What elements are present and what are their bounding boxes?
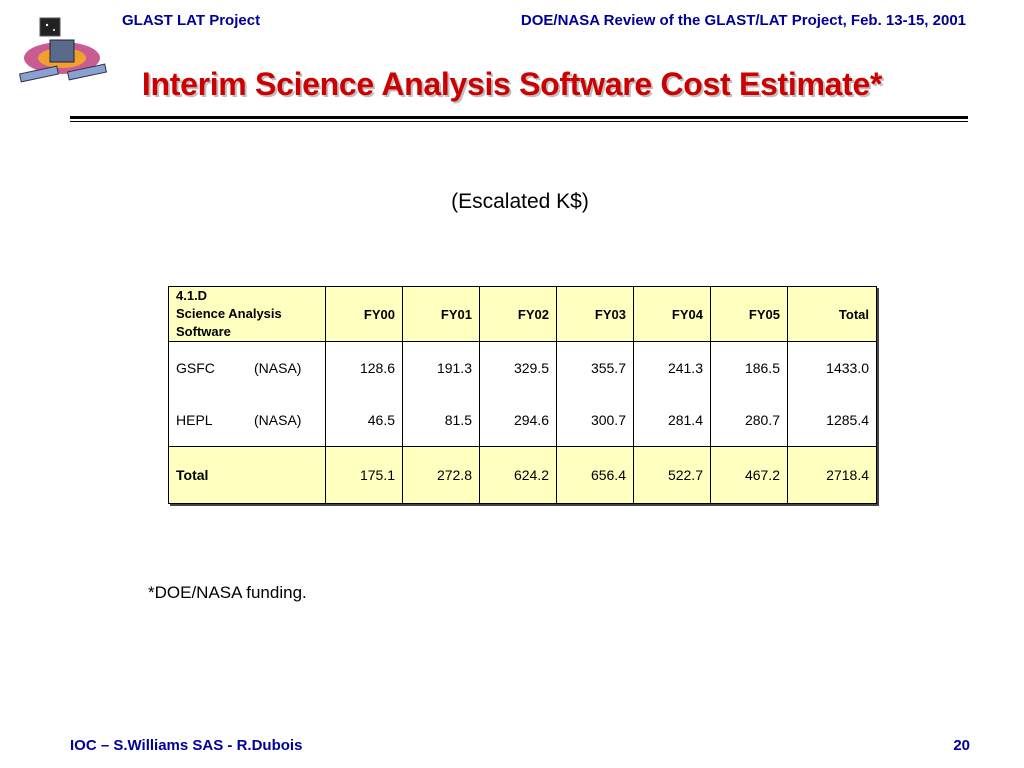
footer-presenters: IOC – S.Williams SAS - R.Dubois — [70, 737, 303, 754]
table-row: GSFC (NASA) 128.6 191.3 329.5 355.7 241.3… — [168, 341, 877, 394]
page-title: Interim Science Analysis Software Cost E… — [141, 66, 883, 102]
table-cell: 128.6 — [325, 341, 403, 394]
total-cell: 522.7 — [633, 446, 711, 504]
table-cell: 1285.4 — [787, 394, 877, 447]
total-cell: 272.8 — [402, 446, 480, 504]
column-header: FY04 — [633, 286, 711, 342]
funding-footnote: *DOE/NASA funding. — [148, 583, 307, 602]
funding-agency: (NASA) — [254, 360, 302, 376]
wbs-label-line: Science Analysis — [176, 306, 282, 321]
institution-name: GSFC — [176, 360, 215, 376]
table-row: HEPL (NASA) 46.5 81.5 294.6 300.7 281.4 2… — [168, 394, 877, 447]
institution-name: HEPL — [176, 412, 213, 428]
column-header: FY01 — [402, 286, 480, 342]
wbs-label-line: Software — [176, 324, 231, 339]
project-name: GLAST LAT Project — [122, 12, 261, 29]
table-cell: 294.6 — [479, 394, 557, 447]
column-header: FY05 — [710, 286, 788, 342]
units-subtitle: (Escalated K$) — [451, 190, 589, 213]
column-header: FY02 — [479, 286, 557, 342]
table-cell: 300.7 — [556, 394, 634, 447]
column-header: FY00 — [325, 286, 403, 342]
row-label: HEPL (NASA) — [168, 394, 326, 447]
total-row: Total 175.1 272.8 624.2 656.4 522.7 467.… — [168, 446, 877, 504]
table-cell: 355.7 — [556, 341, 634, 394]
table-cell: 186.5 — [710, 341, 788, 394]
column-header: FY03 — [556, 286, 634, 342]
total-cell: 624.2 — [479, 446, 557, 504]
column-header: Total — [787, 286, 877, 342]
table-cell: 280.7 — [710, 394, 788, 447]
table-header-row: 4.1.D Science Analysis Software FY00 FY0… — [168, 286, 877, 342]
table-cell: 329.5 — [479, 341, 557, 394]
title-divider — [70, 116, 968, 119]
page-number: 20 — [953, 737, 970, 754]
cost-table: 4.1.D Science Analysis Software FY00 FY0… — [168, 286, 877, 504]
row-label: GSFC (NASA) — [168, 341, 326, 394]
table-cell: 81.5 — [402, 394, 480, 447]
wbs-number: 4.1.D — [176, 288, 208, 303]
table-cell: 281.4 — [633, 394, 711, 447]
table-cell: 46.5 — [325, 394, 403, 447]
total-cell: 656.4 — [556, 446, 634, 504]
wbs-label-cell: 4.1.D Science Analysis Software — [168, 286, 326, 342]
total-cell: 175.1 — [325, 446, 403, 504]
funding-agency: (NASA) — [254, 412, 302, 428]
total-cell: 467.2 — [710, 446, 788, 504]
glast-satellite-logo — [14, 14, 114, 94]
total-cell: 2718.4 — [787, 446, 877, 504]
table-cell: 191.3 — [402, 341, 480, 394]
review-title: DOE/NASA Review of the GLAST/LAT Project… — [520, 12, 966, 29]
total-label: Total — [168, 446, 326, 504]
table-cell: 241.3 — [633, 341, 711, 394]
table-cell: 1433.0 — [787, 341, 877, 394]
title-divider-thin — [70, 121, 968, 122]
